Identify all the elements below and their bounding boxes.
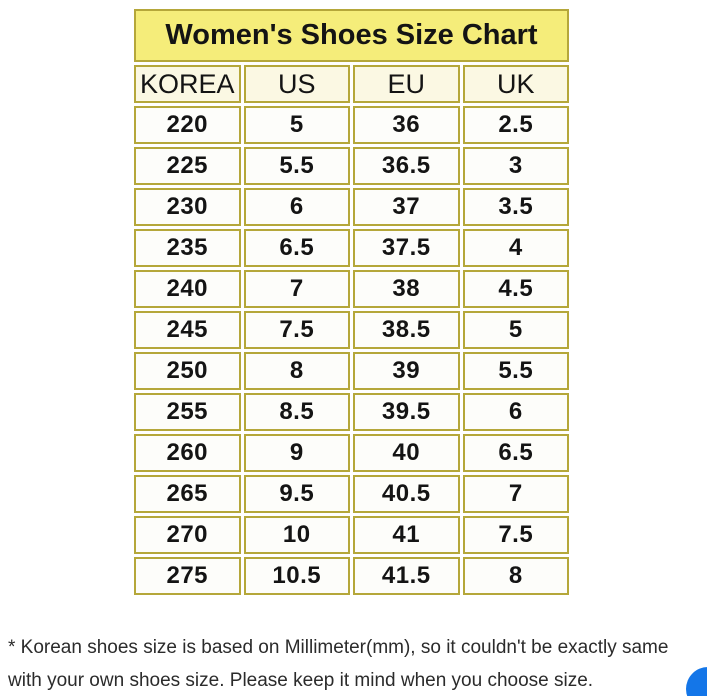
column-header: KOREA: [134, 65, 241, 103]
table-cell: 36: [353, 106, 460, 144]
table-cell: 220: [134, 106, 241, 144]
table-cell: 37: [353, 188, 460, 226]
table-cell: 10.5: [243, 557, 350, 595]
table-cell: 5.5: [462, 352, 569, 390]
table-cell: 6: [462, 393, 569, 431]
table-cell: 38.5: [353, 311, 460, 349]
header-row: KOREA US EU UK: [134, 65, 569, 103]
table-row: 240 7 38 4.5: [134, 270, 569, 308]
table-cell: 5: [243, 106, 350, 144]
table-cell: 270: [134, 516, 241, 554]
table-cell: 4: [462, 229, 569, 267]
table-cell: 275: [134, 557, 241, 595]
table-cell: 40: [353, 434, 460, 472]
table-cell: 245: [134, 311, 241, 349]
column-header: US: [243, 65, 350, 103]
table-row: 260 9 40 6.5: [134, 434, 569, 472]
table-cell: 265: [134, 475, 241, 513]
table-cell: 7.5: [243, 311, 350, 349]
size-chart-table: Women's Shoes Size Chart KOREA US EU UK 220…: [131, 6, 572, 598]
table-row: 220 5 36 2.5: [134, 106, 569, 144]
table-row: 235 6.5 37.5 4: [134, 229, 569, 267]
floating-action-button[interactable]: [686, 667, 707, 696]
table-cell: 235: [134, 229, 241, 267]
footnote-line-1: * Korean shoes size is based on Millimet…: [8, 637, 669, 658]
table-cell: 240: [134, 270, 241, 308]
table-row: 230 6 37 3.5: [134, 188, 569, 226]
footnote-line-2: with your own shoes size. Please keep it…: [8, 670, 594, 691]
table-cell: 225: [134, 147, 241, 185]
table-cell: 36.5: [353, 147, 460, 185]
table-row: 245 7.5 38.5 5: [134, 311, 569, 349]
table-cell: 6: [243, 188, 350, 226]
table-row: 225 5.5 36.5 3: [134, 147, 569, 185]
table-cell: 6.5: [243, 229, 350, 267]
table-row: 265 9.5 40.5 7: [134, 475, 569, 513]
table-cell: 7: [243, 270, 350, 308]
table-cell: 8: [243, 352, 350, 390]
table-cell: 41.5: [353, 557, 460, 595]
table-row: 275 10.5 41.5 8: [134, 557, 569, 595]
footnote: * Korean shoes size is based on Millimet…: [8, 631, 668, 696]
table-cell: 40.5: [353, 475, 460, 513]
table-cell: 9.5: [243, 475, 350, 513]
table-cell: 4.5: [462, 270, 569, 308]
table-cell: 5.5: [243, 147, 350, 185]
table-cell: 8.5: [243, 393, 350, 431]
table-cell: 39.5: [353, 393, 460, 431]
page-title: Women's Shoes Size Chart: [134, 9, 569, 62]
table-cell: 38: [353, 270, 460, 308]
table-row: 250 8 39 5.5: [134, 352, 569, 390]
table-cell: 41: [353, 516, 460, 554]
table-cell: 5: [462, 311, 569, 349]
table-cell: 230: [134, 188, 241, 226]
table-cell: 2.5: [462, 106, 569, 144]
table-cell: 3: [462, 147, 569, 185]
table-cell: 37.5: [353, 229, 460, 267]
table-cell: 10: [243, 516, 350, 554]
table-cell: 8: [462, 557, 569, 595]
table-cell: 250: [134, 352, 241, 390]
table-row: 255 8.5 39.5 6: [134, 393, 569, 431]
table-cell: 255: [134, 393, 241, 431]
table-row: 270 10 41 7.5: [134, 516, 569, 554]
size-table-body: 220 5 36 2.5 225 5.5 36.5 3 230 6 37 3.5 235 6.5 37.5 4…: [134, 106, 569, 595]
table-cell: 9: [243, 434, 350, 472]
table-cell: 7.5: [462, 516, 569, 554]
table-cell: 3.5: [462, 188, 569, 226]
table-cell: 260: [134, 434, 241, 472]
title-row: Women's Shoes Size Chart: [134, 9, 569, 62]
table-cell: 39: [353, 352, 460, 390]
table-cell: 7: [462, 475, 569, 513]
table-cell: 6.5: [462, 434, 569, 472]
column-header: EU: [353, 65, 460, 103]
column-header: UK: [462, 65, 569, 103]
